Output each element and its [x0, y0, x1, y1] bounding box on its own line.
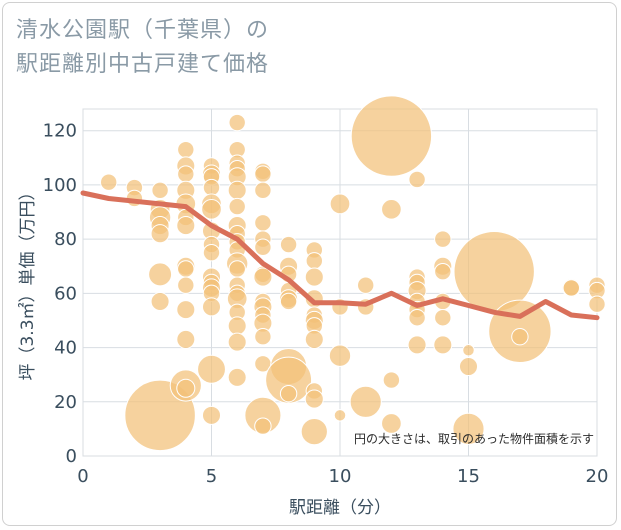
x-tick-label: 15 [457, 466, 480, 487]
bubble [254, 328, 272, 346]
bubble [176, 216, 196, 236]
bubble [433, 335, 453, 355]
bubble [381, 413, 402, 434]
y-tick-label: 60 [54, 283, 77, 304]
bubble [177, 165, 195, 183]
bubble [350, 95, 433, 177]
bubble [148, 262, 173, 287]
bubble [265, 356, 313, 404]
bubble [304, 267, 324, 287]
bubble [228, 113, 246, 132]
bubble [357, 276, 375, 294]
y-axis-label: 坪（3.3㎡）単価（万円） [18, 183, 38, 380]
x-axis-label: 駅距離（分） [289, 498, 391, 518]
bubble [201, 198, 222, 220]
bubble [407, 335, 427, 355]
y-tick-label: 120 [43, 121, 77, 142]
bubble [305, 252, 323, 270]
x-tick-label: 20 [586, 466, 609, 487]
bubble [408, 170, 426, 189]
y-tick-label: 100 [43, 175, 77, 196]
bubble [511, 328, 529, 346]
bubble [202, 243, 221, 262]
bubble [254, 238, 272, 256]
axis-ticks: 0 5 10 15 20 0 20 40 60 80 100 120 [43, 121, 609, 487]
bubble [408, 309, 426, 327]
bubble [462, 344, 475, 357]
bubble [434, 262, 452, 281]
bubble [381, 198, 402, 220]
bubble [150, 224, 170, 244]
bubble [227, 180, 247, 200]
bubble [100, 173, 118, 191]
grid-lines [82, 108, 598, 457]
bubble [304, 389, 324, 409]
trend-line [80, 190, 600, 321]
bubble [177, 140, 195, 159]
bubble [227, 367, 247, 387]
bubble [279, 235, 298, 254]
bubble [227, 332, 247, 352]
bubble [253, 267, 273, 287]
bubble [202, 178, 221, 197]
bubble [201, 405, 222, 425]
bubble [382, 371, 401, 389]
bubble [151, 181, 169, 200]
bubble [176, 329, 196, 349]
x-tick-label: 5 [206, 466, 217, 487]
bubble [177, 260, 195, 278]
y-tick-label: 20 [54, 392, 77, 413]
bubble [176, 300, 196, 320]
bubble [562, 279, 580, 297]
bubble [333, 409, 347, 422]
bubble [150, 291, 170, 311]
bubble [452, 412, 485, 445]
y-tick-label: 80 [54, 229, 77, 250]
x-tick-label: 0 [77, 466, 88, 487]
bubble [304, 329, 324, 349]
bubble [176, 378, 196, 398]
bubble [329, 193, 351, 215]
chart-title: 清水公園駅（千葉県）の 駅距離別中古戸建て価格 [16, 18, 270, 77]
bubble [201, 297, 222, 317]
bubble [434, 230, 452, 248]
bubble [328, 344, 352, 367]
y-tick-label: 40 [54, 338, 77, 359]
bubble [254, 417, 272, 435]
bubble [228, 260, 246, 278]
bubble [227, 316, 247, 336]
bubble [279, 384, 298, 403]
bubble-size-note: 円の大きさは、取引のあった物件面積を示す [354, 431, 594, 446]
bubble [197, 354, 226, 384]
bubble [228, 197, 246, 216]
y-tick-label: 0 [66, 446, 77, 467]
bubble [458, 357, 479, 377]
bubble [588, 295, 606, 313]
bubble [254, 181, 272, 200]
x-tick-label: 10 [329, 466, 352, 487]
bubble [279, 292, 298, 311]
bubble [254, 165, 272, 183]
bubbles [100, 95, 606, 452]
bubble [349, 385, 382, 418]
bubble [177, 276, 195, 294]
bubble [300, 417, 328, 446]
bubble [434, 309, 452, 327]
bubble [254, 214, 272, 232]
